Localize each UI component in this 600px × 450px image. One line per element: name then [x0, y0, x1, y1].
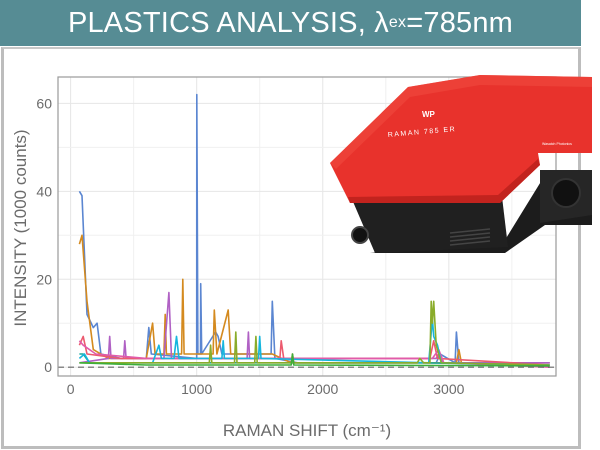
fan-icon	[551, 178, 581, 208]
title-suffix: =785nm	[406, 6, 514, 39]
plot-frame	[57, 76, 557, 377]
x-tick-label: 1000	[181, 381, 212, 397]
fiber-port-icon	[351, 226, 369, 244]
x-axis-label: RAMAN SHIFT (cm⁻¹)	[223, 421, 391, 440]
y-tick-label: 20	[36, 271, 52, 287]
title-prefix: PLASTICS ANALYSIS, λ	[67, 6, 389, 39]
y-axis-label: INTENSITY (1000 counts)	[11, 129, 30, 326]
series-green	[79, 353, 550, 367]
x-tick-label: 2000	[307, 381, 338, 397]
y-tick-label: 0	[44, 359, 52, 375]
x-tick-label: 3000	[433, 381, 464, 397]
series-blue	[78, 93, 550, 364]
maker-label: Wasatch Photonics	[542, 142, 572, 146]
chart-title-banner: PLASTICS ANALYSIS, λ ex =785nm	[0, 0, 581, 46]
x-tick-label: 0	[67, 381, 75, 397]
series-cyan	[78, 318, 550, 366]
title-subscript: ex	[388, 14, 407, 31]
series-red-pink	[78, 335, 550, 366]
spectrometer-device-image: WP RAMAN 785 ER Wasatch Photonics	[330, 75, 592, 253]
series-olive-green	[79, 300, 550, 366]
brand-logo: WP	[422, 110, 436, 119]
y-tick-label: 40	[36, 183, 52, 199]
y-tick-label: 60	[36, 95, 52, 111]
